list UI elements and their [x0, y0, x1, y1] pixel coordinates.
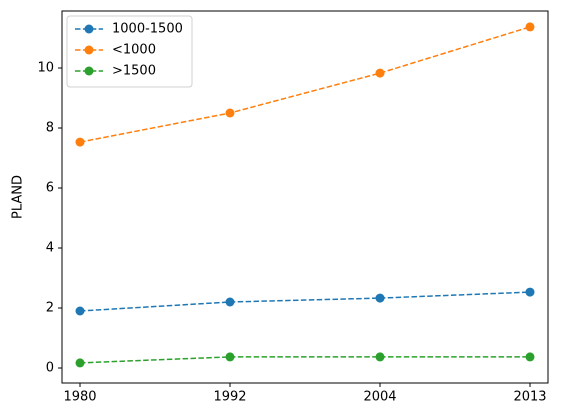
legend-marker [84, 24, 94, 34]
x-tick-label: 2004 [363, 390, 396, 405]
data-point [375, 352, 385, 362]
data-point [75, 358, 85, 368]
data-point [225, 108, 235, 118]
legend-box [66, 15, 193, 88]
y-tick-label: 6 [46, 181, 54, 196]
data-point [375, 68, 385, 78]
y-axis-label: PLAND [11, 175, 26, 219]
x-tick-label: 2013 [513, 390, 546, 405]
data-point [525, 352, 535, 362]
legend-marker [84, 66, 94, 76]
legend-label: <1000 [112, 43, 156, 58]
legend-label: 1000-1500 [112, 22, 183, 37]
y-tick-label: 4 [46, 241, 54, 256]
axes-frame [61, 10, 549, 384]
data-point [525, 22, 535, 32]
y-tick-label: 0 [46, 361, 54, 376]
series-line [79, 26, 531, 143]
series-line [79, 291, 531, 312]
data-point [225, 352, 235, 362]
data-point [225, 297, 235, 307]
legend-marker [84, 45, 94, 55]
data-point [525, 287, 535, 297]
data-point [75, 137, 85, 147]
x-tick-label: 1980 [63, 390, 96, 405]
data-point [375, 293, 385, 303]
series-line [79, 356, 530, 364]
legend-label: >1500 [112, 64, 156, 79]
y-tick-label: 10 [37, 61, 54, 76]
data-point [75, 306, 85, 316]
y-tick-label: 8 [46, 121, 54, 136]
x-tick-label: 1992 [213, 390, 246, 405]
y-tick-label: 2 [46, 301, 54, 316]
